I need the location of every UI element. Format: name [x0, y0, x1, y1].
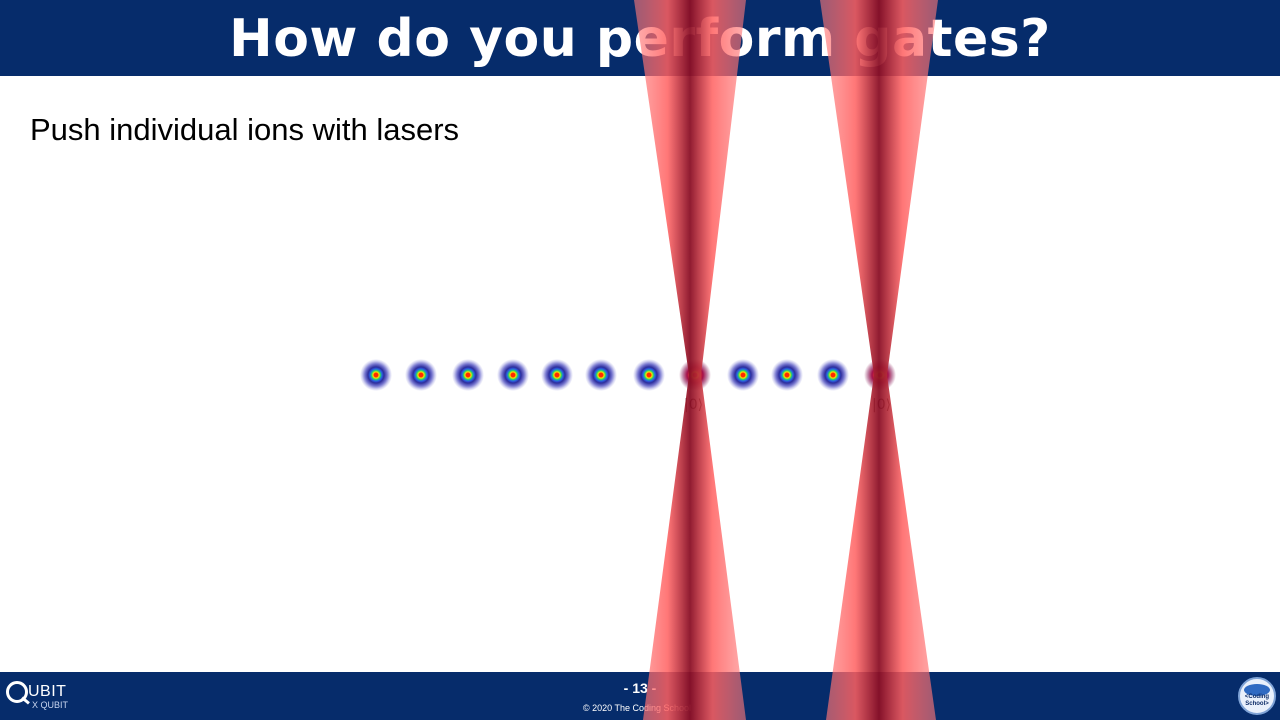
ion-3 — [452, 359, 484, 391]
logo-text: UBIT — [28, 683, 67, 700]
ion-8-illuminated — [679, 359, 711, 391]
brain-icon — [1244, 684, 1270, 696]
logo-subtext: X QUBIT — [32, 700, 69, 710]
coding-school-logo: <Coding School> — [1238, 677, 1276, 715]
ion-6 — [585, 359, 617, 391]
ion-9 — [727, 359, 759, 391]
ion-4 — [497, 359, 529, 391]
slide-subtitle: Push individual ions with lasers — [30, 112, 460, 147]
state-label-ion-8: |0⟩ — [684, 397, 704, 413]
slide-title: How do you perform gates? — [229, 9, 1051, 69]
state-label-ion-12: |0⟩ — [872, 397, 892, 413]
ion-5 — [541, 359, 573, 391]
coding-school-logo-text: <Coding School> — [1244, 694, 1270, 707]
ion-7 — [633, 359, 665, 391]
qubit-logo: UBIT X QUBIT — [6, 680, 86, 714]
ion-11 — [817, 359, 849, 391]
page-number: - 13 - — [623, 680, 657, 696]
ion-2 — [405, 359, 437, 391]
ion-12-illuminated — [864, 359, 896, 391]
q-logo-icon — [6, 681, 28, 703]
ion-10 — [771, 359, 803, 391]
ion-1 — [360, 359, 392, 391]
copyright-text: © 2020 The Coding School — [583, 703, 692, 713]
